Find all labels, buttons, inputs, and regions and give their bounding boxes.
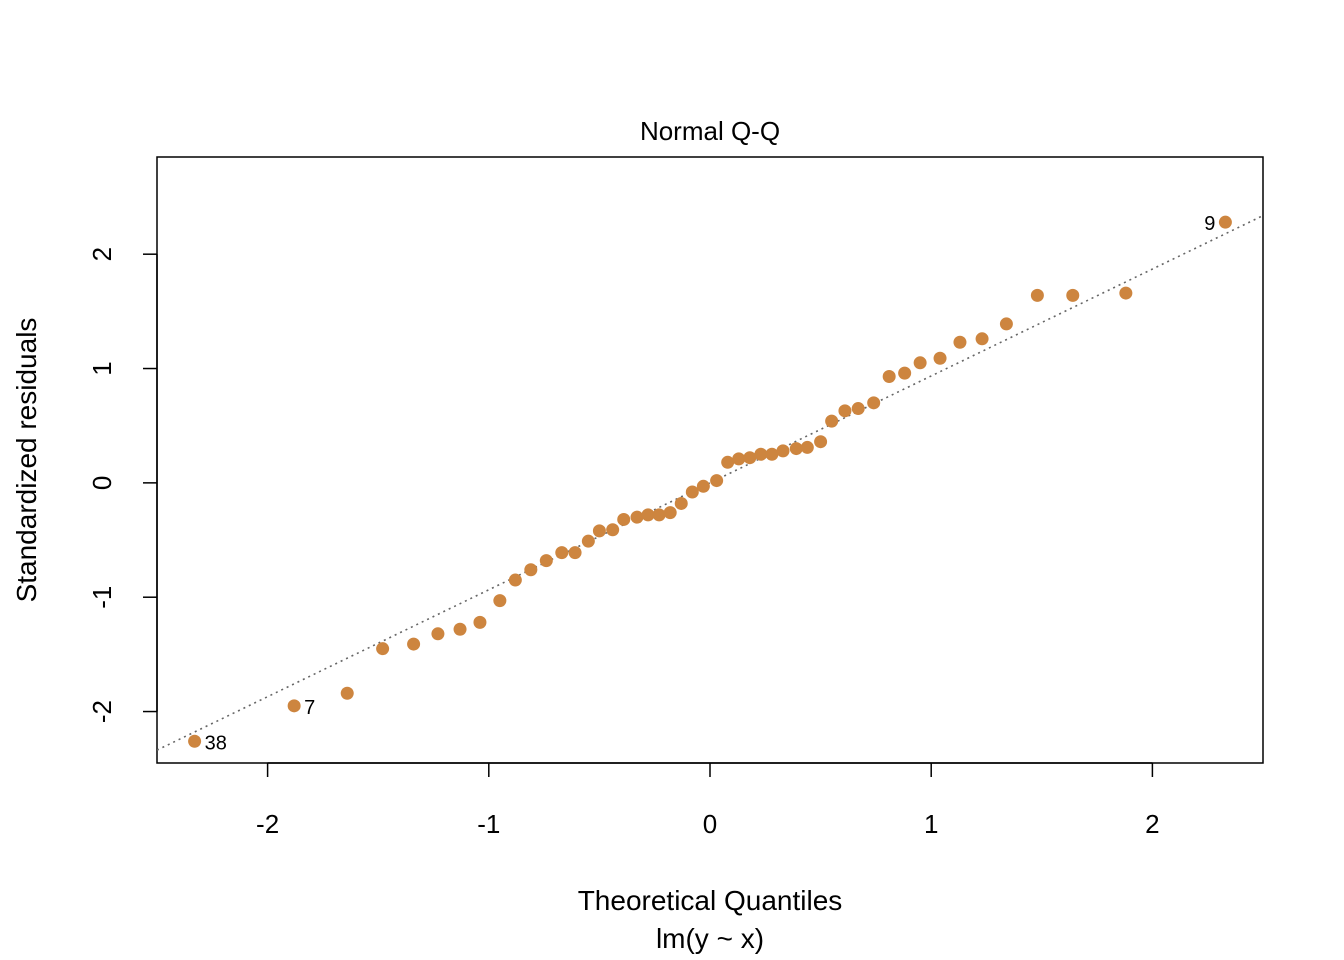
y-tick-label: 1 xyxy=(87,361,117,375)
data-point xyxy=(999,317,1013,331)
data-point xyxy=(743,451,757,465)
data-point xyxy=(975,332,989,346)
data-point xyxy=(473,615,487,629)
x-tick-label: -2 xyxy=(256,809,279,839)
data-point xyxy=(524,563,538,577)
data-point xyxy=(581,534,595,548)
data-point xyxy=(825,414,839,428)
x-axis-sublabel: lm(y ~ x) xyxy=(656,923,764,954)
x-axis: -2 -1 0 1 2 xyxy=(256,762,1160,839)
data-point xyxy=(188,734,202,748)
data-point xyxy=(721,455,735,469)
x-tick-label: 1 xyxy=(924,809,938,839)
data-point xyxy=(376,642,390,656)
point-label: 38 xyxy=(205,732,227,754)
data-point xyxy=(1119,286,1133,300)
data-point xyxy=(493,594,507,608)
data-point xyxy=(800,440,814,454)
data-point xyxy=(776,444,790,458)
data-point xyxy=(641,508,655,522)
x-axis-label: Theoretical Quantiles xyxy=(578,885,843,916)
data-point xyxy=(765,447,779,461)
chart-title: Normal Q-Q xyxy=(640,116,780,146)
data-point xyxy=(287,699,301,713)
data-point xyxy=(606,523,620,537)
data-point xyxy=(867,396,881,410)
point-label: 7 xyxy=(304,697,315,719)
x-tick-label: 0 xyxy=(703,809,717,839)
data-points xyxy=(188,215,1232,748)
x-tick-label: 2 xyxy=(1145,809,1159,839)
data-point xyxy=(555,546,569,560)
point-label: 9 xyxy=(1204,213,1215,235)
data-point xyxy=(851,402,865,416)
data-point xyxy=(663,506,677,520)
data-point xyxy=(933,351,947,365)
data-point xyxy=(617,512,631,526)
data-point xyxy=(732,452,746,466)
data-point xyxy=(1218,215,1232,229)
data-point xyxy=(710,474,724,488)
y-axis: -2 -1 0 1 2 xyxy=(87,247,158,723)
data-point xyxy=(431,627,445,641)
data-point xyxy=(1030,288,1044,302)
y-tick-label: -1 xyxy=(87,586,117,609)
data-point xyxy=(407,637,421,651)
data-point xyxy=(568,546,582,560)
data-point xyxy=(882,370,896,384)
x-tick-label: -1 xyxy=(477,809,500,839)
y-tick-label: 0 xyxy=(87,476,117,490)
data-point xyxy=(685,485,699,499)
data-point xyxy=(592,524,606,538)
data-point xyxy=(508,573,522,587)
data-point xyxy=(652,508,666,522)
plot-area-border xyxy=(156,156,1264,764)
y-axis-label: Standardized residuals xyxy=(11,318,42,603)
y-tick-label: 2 xyxy=(87,247,117,261)
data-point xyxy=(674,496,688,510)
y-tick-label: -2 xyxy=(87,700,117,723)
data-point xyxy=(789,442,803,456)
data-point xyxy=(953,335,967,349)
data-point xyxy=(696,479,710,493)
data-point xyxy=(340,686,354,700)
data-point xyxy=(453,622,467,636)
reference-line-group xyxy=(157,214,1263,751)
data-point xyxy=(754,447,768,461)
data-point xyxy=(539,554,553,568)
point-labels: 38 7 9 xyxy=(205,213,1216,754)
data-point xyxy=(913,356,927,370)
qq-reference-line xyxy=(157,214,1263,751)
data-point xyxy=(1066,288,1080,302)
data-point xyxy=(814,435,828,449)
data-point xyxy=(630,510,644,524)
data-point xyxy=(898,366,912,380)
data-point xyxy=(838,404,852,418)
